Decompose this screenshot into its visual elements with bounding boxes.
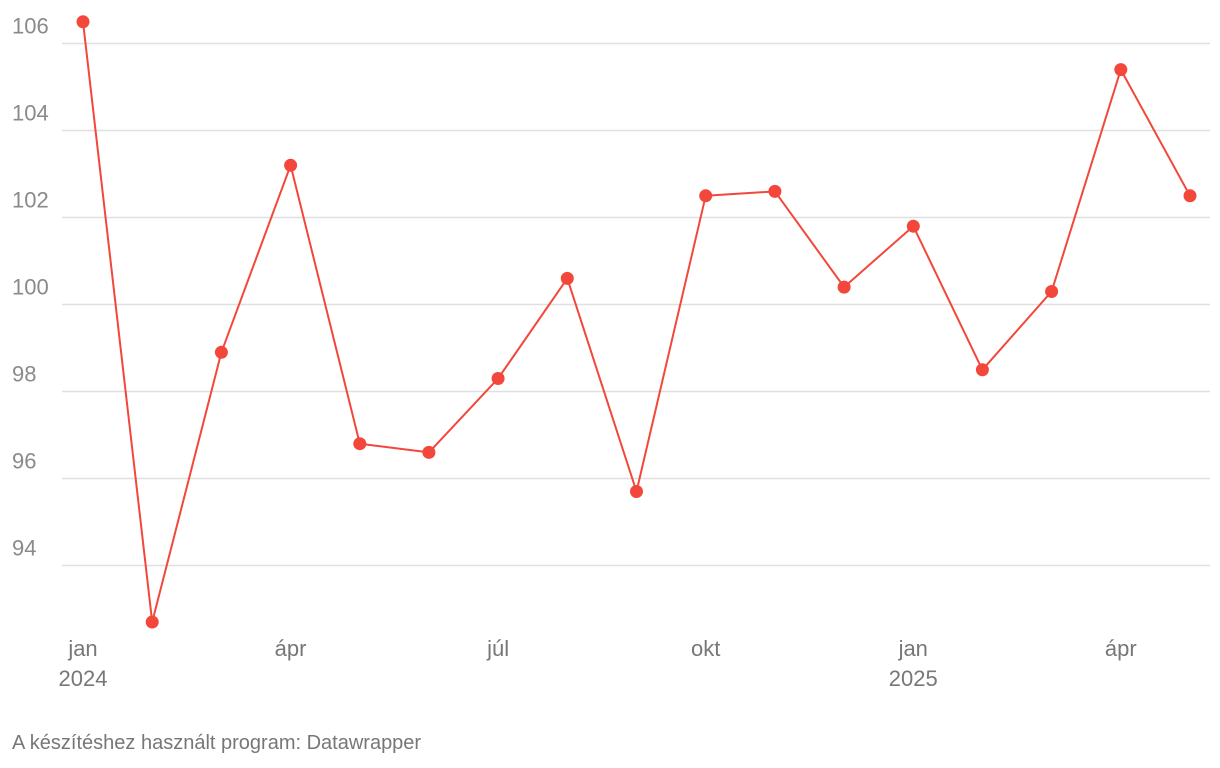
data-point xyxy=(768,184,782,198)
x-tick-year-label: 2025 xyxy=(889,666,938,691)
data-point xyxy=(837,280,851,294)
line-chart: 94 96 98 100 102 104 106 jan 2024 ápr júl okt jan 20… xyxy=(12,14,1210,691)
data-points xyxy=(76,15,1197,629)
x-tick-year-label: 2024 xyxy=(59,666,108,691)
data-point xyxy=(1183,189,1197,203)
data-point xyxy=(76,15,90,29)
y-tick-label: 106 xyxy=(12,14,49,39)
y-tick-label: 96 xyxy=(12,449,36,474)
x-tick-label: ápr xyxy=(275,636,307,661)
data-point xyxy=(284,158,298,172)
series-line xyxy=(82,21,1191,623)
x-tick-label: júl xyxy=(486,636,509,661)
y-tick-label: 104 xyxy=(12,101,49,126)
x-tick-label: jan xyxy=(67,636,97,661)
data-point xyxy=(699,189,713,203)
credit-footer: A készítéshez használt program: Datawrap… xyxy=(12,732,422,754)
data-point xyxy=(975,363,989,377)
x-tick-label: ápr xyxy=(1105,636,1137,661)
y-axis-ticks: 94 96 98 100 102 104 106 xyxy=(12,14,49,561)
y-tick-label: 102 xyxy=(12,188,49,213)
data-point xyxy=(353,437,367,451)
data-point xyxy=(214,345,228,359)
x-axis-ticks: jan 2024 ápr júl okt jan 2025 ápr xyxy=(59,636,1137,691)
gridlines xyxy=(62,42,1210,567)
data-point xyxy=(906,219,920,233)
data-point xyxy=(560,271,574,285)
data-point xyxy=(145,615,159,629)
y-tick-label: 100 xyxy=(12,275,49,300)
data-point xyxy=(1114,63,1128,77)
y-tick-label: 94 xyxy=(12,536,36,561)
data-point xyxy=(1045,285,1059,298)
x-tick-label: okt xyxy=(691,636,720,661)
data-point xyxy=(422,445,436,459)
y-tick-label: 98 xyxy=(12,362,36,387)
x-tick-label: jan xyxy=(898,636,928,661)
data-point xyxy=(630,485,643,498)
data-point xyxy=(491,372,505,385)
